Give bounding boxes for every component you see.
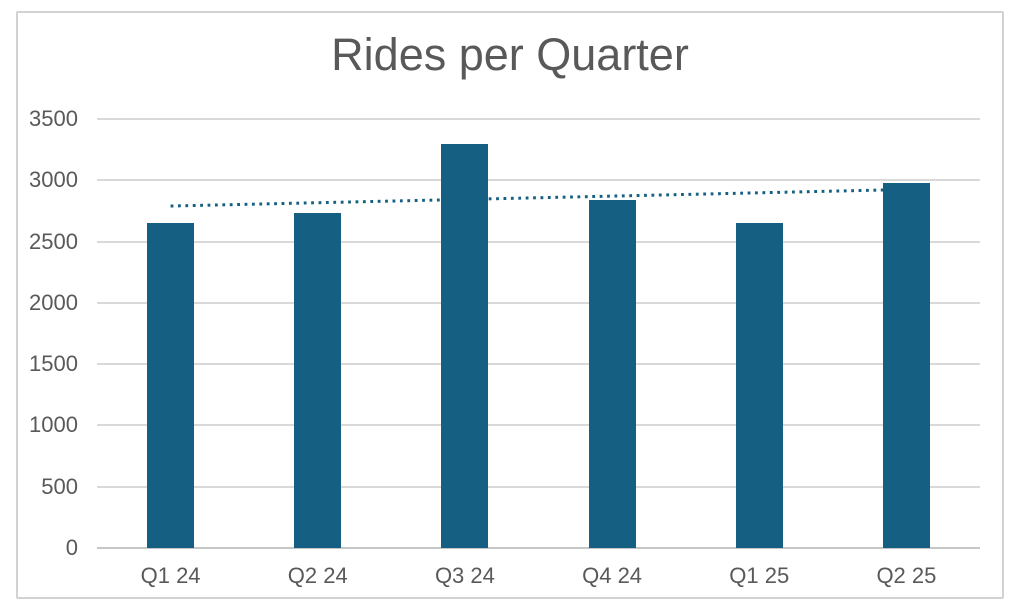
gridline <box>97 485 980 488</box>
gridline <box>97 363 980 366</box>
gridline <box>97 240 980 243</box>
x-axis-line <box>97 547 980 549</box>
x-tick-label: Q1 25 <box>729 563 790 588</box>
y-tick-label: 2500 <box>29 228 78 254</box>
x-tick-label: Q4 24 <box>582 563 643 588</box>
bar-q1-24 <box>147 223 195 548</box>
y-tick-label: 3000 <box>29 167 78 193</box>
y-tick-label: 2000 <box>29 289 78 315</box>
y-tick-label: 1000 <box>29 412 78 438</box>
gridline <box>97 118 980 120</box>
bar-q3-24 <box>441 143 489 548</box>
bar-q2-24 <box>294 213 342 548</box>
gridline <box>97 424 980 427</box>
bar-q2-25 <box>882 182 930 548</box>
trendline <box>170 187 907 208</box>
x-tick-label: Q3 24 <box>434 563 495 588</box>
bar-q4-24 <box>588 199 636 548</box>
y-tick-label: 1500 <box>29 351 78 377</box>
y-tick-label: 3500 <box>29 106 78 131</box>
gridline <box>97 301 980 304</box>
x-tick-label: Q1 24 <box>140 563 201 588</box>
gridline <box>97 179 980 182</box>
chart-container: Rides per Quarter 0 500 1000 1500 2000 2500 30… <box>16 11 1004 599</box>
x-tick-label: Q2 24 <box>287 563 348 588</box>
x-tick-label: Q2 25 <box>876 563 937 588</box>
chart-title: Rides per Quarter <box>331 29 689 80</box>
y-tick-label: 0 <box>65 535 78 560</box>
y-tick-label: 500 <box>41 473 78 499</box>
bar-q1-25 <box>735 223 783 548</box>
